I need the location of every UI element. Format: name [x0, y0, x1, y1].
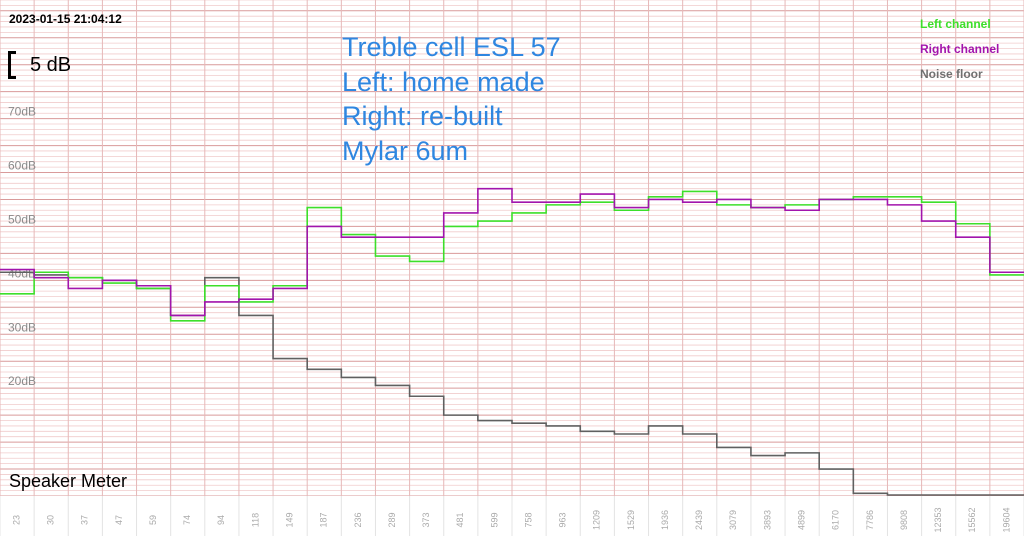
scale-indicator: 5 dB: [8, 51, 71, 79]
y-tick-label: 60dB: [8, 159, 36, 173]
x-tick-label: 15562: [967, 507, 977, 532]
annotation-line-1: Treble cell ESL 57: [342, 32, 561, 62]
annotation-line-4: Mylar 6um: [342, 135, 469, 166]
x-tick-label: 19604: [1001, 507, 1011, 532]
x-tick-label: 481: [455, 512, 465, 527]
x-tick-label: 758: [523, 512, 533, 527]
x-tick-label: 289: [387, 512, 397, 527]
app-name: Speaker Meter: [9, 471, 128, 491]
legend-right-channel: Right channel: [920, 42, 1000, 56]
x-tick-label: 2439: [694, 510, 704, 530]
x-tick-label: 9808: [899, 510, 909, 530]
x-tick-label: 23: [11, 515, 21, 525]
x-tick-label: 118: [250, 513, 260, 527]
chart-annotation: Treble cell ESL 57 Left: home made Right…: [342, 30, 561, 168]
x-tick-label: 74: [182, 515, 192, 525]
x-tick-label: 6170: [831, 510, 841, 530]
x-tick-label: 963: [558, 512, 568, 527]
x-tick-label: 47: [114, 515, 124, 525]
y-tick-label: 20dB: [8, 374, 36, 388]
annotation-line-2: Left: home made: [342, 66, 545, 97]
annotation-line-3: Right: re-built: [342, 101, 503, 131]
x-tick-label: 30: [46, 515, 56, 525]
x-tick-label: 94: [216, 515, 226, 525]
x-tick-label: 4899: [797, 510, 807, 530]
x-tick-label: 7786: [865, 510, 875, 530]
y-tick-label: 70dB: [8, 105, 36, 119]
x-tick-label: 1936: [660, 510, 670, 530]
series-line-right-channel: [0, 187, 1024, 317]
y-tick-label: 40dB: [8, 266, 36, 280]
x-tick-label: 149: [285, 512, 295, 527]
legend: Left channel Right channel Noise floor: [920, 12, 999, 87]
x-tick-label: 373: [421, 512, 431, 527]
x-tick-label: 59: [148, 515, 158, 525]
x-tick-label: 236: [353, 512, 363, 527]
y-tick-label: 50dB: [8, 212, 36, 226]
scale-value: 5 dB: [30, 53, 72, 76]
legend-left-channel: Left channel: [920, 17, 991, 31]
y-tick-label: 30dB: [8, 320, 36, 334]
scale-bracket-icon: [8, 51, 16, 79]
x-tick-label: 12353: [933, 507, 943, 532]
legend-noise-floor: Noise floor: [920, 67, 983, 81]
x-tick-label: 599: [489, 512, 499, 527]
x-tick-label: 37: [80, 515, 90, 525]
x-tick-label: 3893: [762, 510, 772, 530]
x-tick-label: 1529: [626, 510, 636, 530]
x-tick-label: 1209: [592, 510, 602, 530]
x-tick-label: 3079: [728, 510, 738, 530]
x-tick-label: 187: [319, 512, 329, 527]
timestamp: 2023-01-15 21:04:12: [9, 12, 122, 26]
